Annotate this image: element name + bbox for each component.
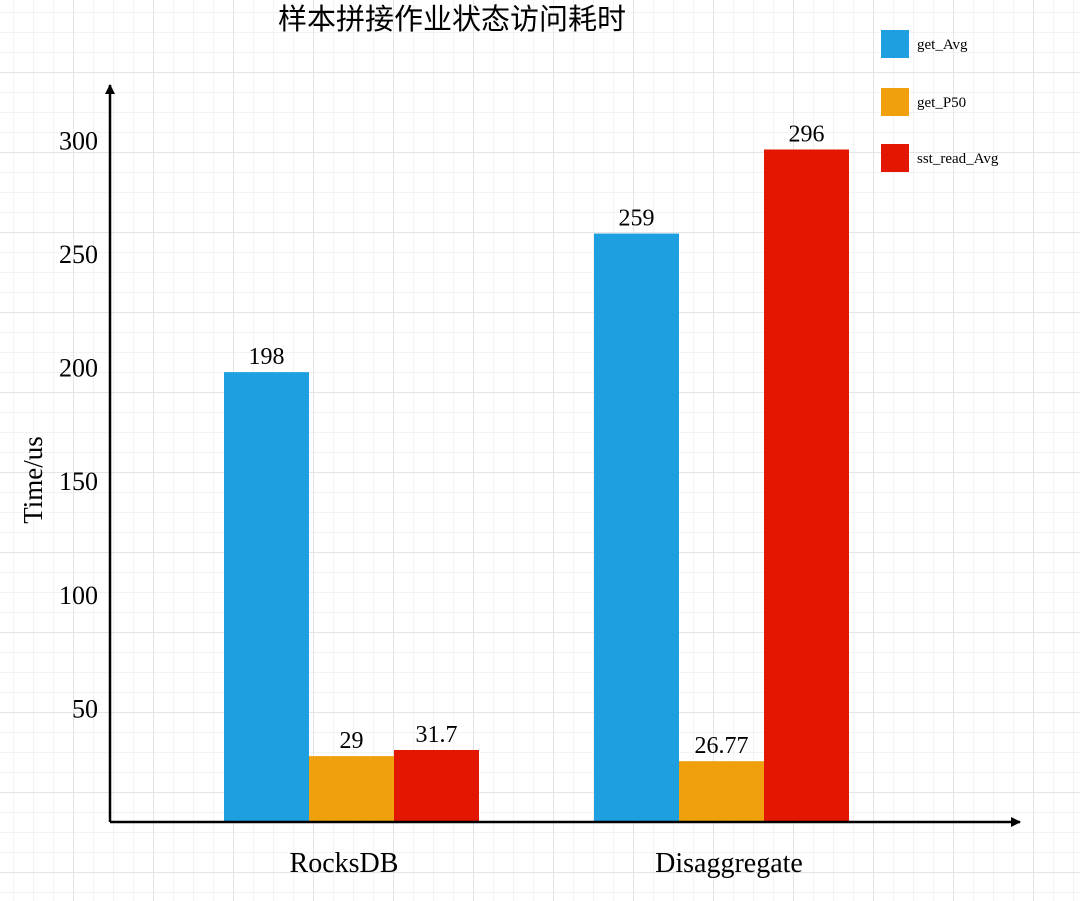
y-tick-label: 100 xyxy=(59,581,98,610)
bar-get_Avg-Disaggregate xyxy=(594,233,679,822)
y-tick-label: 250 xyxy=(59,240,98,269)
y-tick-label: 200 xyxy=(59,354,98,383)
data-label: 31.7 xyxy=(416,722,458,748)
legend-swatch xyxy=(881,88,909,116)
bar-sst_read_Avg-RocksDB xyxy=(394,749,479,822)
bar-sst_read_Avg-Disaggregate xyxy=(764,149,849,822)
chart-title: 样本拼接作业状态访问耗时 xyxy=(278,2,626,36)
bar-get_P50-Disaggregate xyxy=(679,761,764,822)
y-tick-label: 150 xyxy=(59,467,98,496)
legend-swatch xyxy=(881,30,909,58)
y-tick-label: 300 xyxy=(59,126,98,155)
data-label: 29 xyxy=(340,728,364,754)
data-label: 296 xyxy=(789,121,825,147)
bar-get_P50-RocksDB xyxy=(309,756,394,822)
bar-get_Avg-RocksDB xyxy=(224,372,309,822)
legend-label: get_Avg xyxy=(917,37,968,53)
y-axis-label: Time/us xyxy=(18,436,48,524)
data-label: 198 xyxy=(249,344,285,370)
legend-swatch xyxy=(881,144,909,172)
x-category-label: RocksDB xyxy=(290,848,399,879)
legend-label: sst_read_Avg xyxy=(917,151,999,167)
data-label: 259 xyxy=(619,206,655,232)
y-tick-label: 50 xyxy=(72,694,98,723)
data-label: 26.77 xyxy=(695,733,749,759)
legend-label: get_P50 xyxy=(917,95,966,111)
x-category-label: Disaggregate xyxy=(655,848,803,879)
